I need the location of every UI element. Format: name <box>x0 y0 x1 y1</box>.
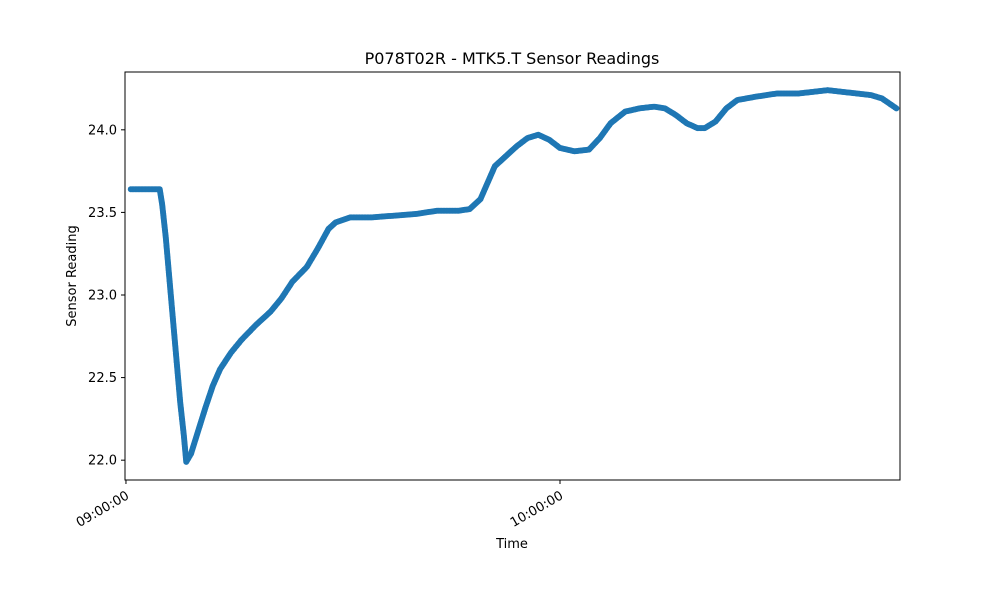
y-axis-ticks: 22.0 22.5 23.0 23.5 24.0 <box>88 123 125 469</box>
data-point <box>893 105 900 112</box>
y-tick-label: 24.0 <box>88 123 117 138</box>
y-tick-label: 22.0 <box>88 454 117 469</box>
series-0 <box>127 87 900 465</box>
series-points <box>127 87 900 465</box>
y-tick-label: 23.0 <box>88 288 117 303</box>
plot-frame <box>124 71 901 481</box>
x-axis-ticks: 09:00:00 10:00:00 <box>74 480 566 531</box>
x-axis-label: Time <box>495 537 528 552</box>
x-tick-label: 10:00:00 <box>508 488 566 530</box>
x-tick-label: 09:00:00 <box>74 488 132 530</box>
chart-title: P078T02R - MTK5.T Sensor Readings <box>365 49 660 68</box>
y-axis-label: Sensor Reading <box>65 225 80 326</box>
y-tick-label: 22.5 <box>88 371 117 386</box>
y-tick-label: 23.5 <box>88 206 117 221</box>
